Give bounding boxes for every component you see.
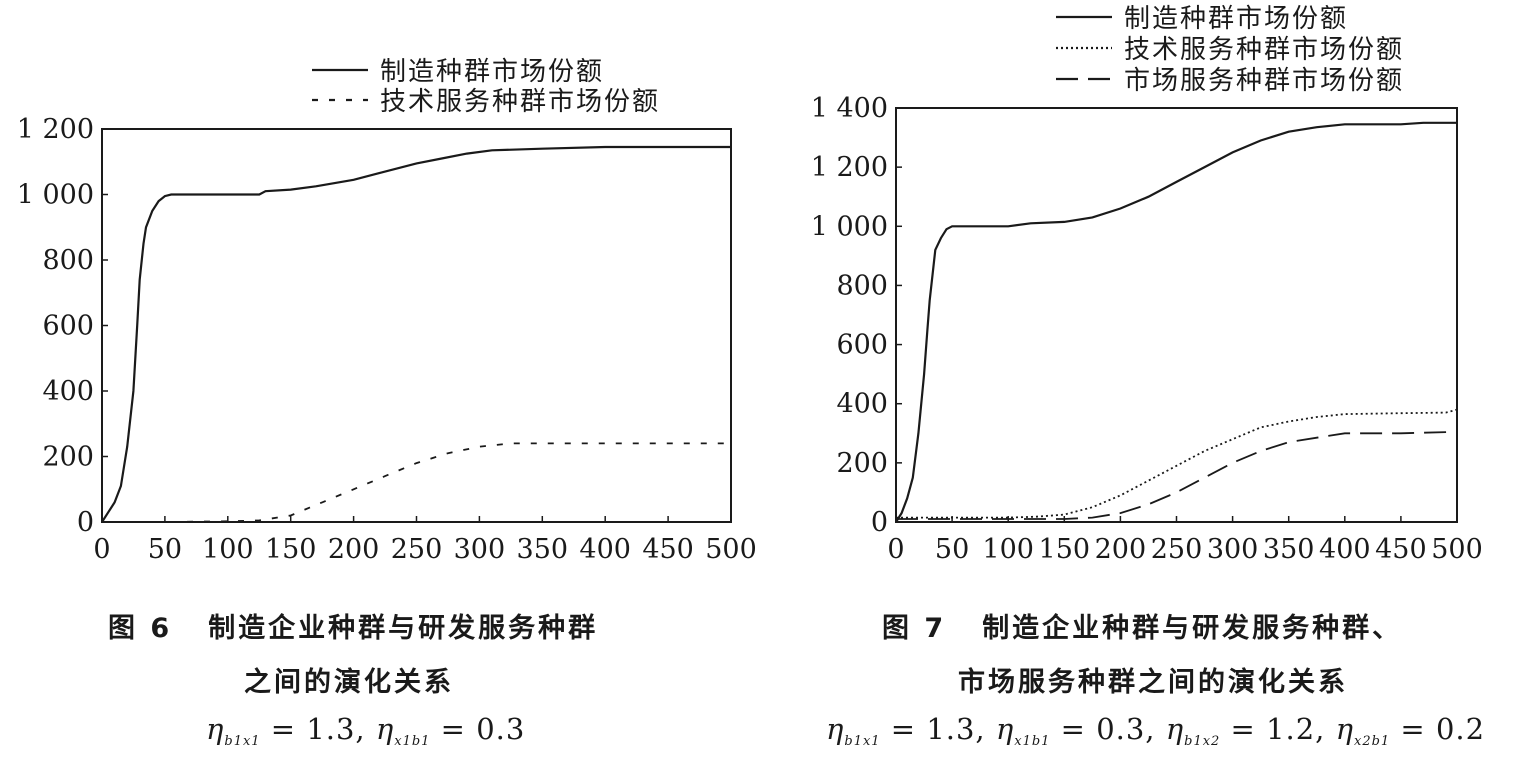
y-tick-label: 400 [836, 389, 888, 420]
figure-7-caption-text: 制造企业种群与研发服务种群、 [982, 613, 1403, 644]
series-line-1 [895, 121, 1457, 523]
y-tick-label: 800 [836, 270, 888, 301]
legend-label-1: 制造种群市场份额 [1124, 4, 1348, 34]
x-tick-label: 50 [935, 534, 969, 565]
figure-7-label: 图 7 [882, 613, 947, 644]
x-tick-label: 50 [148, 534, 182, 565]
series-line-2 [896, 408, 1458, 519]
y-tick-label: 200 [836, 448, 888, 479]
formula-term: ηx1b1 = 0.3 [375, 712, 526, 749]
figure-6-formula: ηb1x1 = 1.3, ηx1b1 = 0.3 [206, 712, 525, 749]
chart-6-svg: 0 200 400 600 800 1 000 1 200 0 50 100 150 200 250 30… [17, 57, 757, 565]
y-tick-label: 200 [42, 442, 94, 473]
y-tick-label: 0 [77, 507, 94, 538]
y-tick-label: 1 200 [811, 152, 888, 183]
y-tick-label: 1 000 [17, 180, 94, 211]
x-tick-label: 250 [391, 534, 443, 565]
x-tick-label: 350 [1263, 534, 1315, 565]
formula-term: ηb1x2 = 1.2, [1165, 712, 1336, 749]
y-tick-label: 400 [42, 376, 94, 407]
x-tick-label: 400 [1319, 534, 1371, 565]
figure-6: 0 200 400 600 800 1 000 1 200 0 50 100 150 200 250 30… [17, 57, 757, 749]
series-line-3 [896, 430, 1458, 520]
figure-7: 0 200 400 600 800 1 000 1 200 1 400 0 50 100 150 200… [760, 0, 1520, 773]
x-tick-label: 200 [1095, 534, 1147, 565]
x-tick-label: 250 [1151, 534, 1203, 565]
y-tick-label: 1 200 [17, 114, 94, 145]
x-tick-label: 350 [517, 534, 569, 565]
x-tick-label: 0 [93, 534, 110, 565]
plot-frame [895, 107, 1458, 523]
legend-label-3: 市场服务种群市场份额 [1124, 66, 1404, 96]
y-tick-label: 600 [42, 311, 94, 342]
figure-6-caption-line1: 图 6 制造企业种群与研发服务种群 [108, 606, 598, 645]
x-tick-label: 500 [1431, 534, 1483, 565]
x-tick-label: 300 [454, 534, 506, 565]
x-tick-label: 100 [202, 534, 254, 565]
figure-7-caption-line2: 市场服务种群之间的演化关系 [958, 667, 1348, 698]
formula-term: ηx1b1 = 0.3, [995, 712, 1166, 749]
legend-label-2: 技术服务种群市场份额 [380, 87, 660, 117]
figure-6-caption-line2: 之间的演化关系 [244, 667, 454, 698]
series-line-2 [102, 442, 731, 523]
x-tick-label: 100 [982, 534, 1034, 565]
y-tick-label: 600 [836, 330, 888, 361]
y-tick-label: 1 400 [811, 93, 888, 124]
figure-7-formula: ηb1x1 = 1.3, ηx1b1 = 0.3, ηb1x2 = 1.2, η… [826, 712, 1485, 749]
x-tick-label: 150 [1039, 534, 1091, 565]
figure-7-caption-line1: 图 7 制造企业种群与研发服务种群、 [882, 606, 1402, 645]
x-tick-label: 400 [579, 534, 631, 565]
formula-term: ηb1x1 = 1.3, [826, 712, 996, 749]
x-tick-label: 0 [887, 534, 904, 565]
legend-label-2: 技术服务种群市场份额 [1124, 35, 1404, 65]
y-tick-label: 0 [871, 507, 888, 538]
x-tick-label: 200 [328, 534, 380, 565]
formula-term: ηb1x1 = 1.3, [206, 712, 376, 749]
figure-6-label: 图 6 [108, 613, 173, 644]
y-tick-label: 800 [42, 245, 94, 276]
x-tick-label: 450 [642, 534, 694, 565]
formula-term: ηx2b1 = 0.2 [1335, 712, 1486, 749]
series-line-1 [101, 145, 731, 523]
x-tick-label: 450 [1375, 534, 1427, 565]
x-tick-label: 300 [1207, 534, 1259, 565]
legend-label-1: 制造种群市场份额 [380, 57, 604, 87]
figure-6-caption-text: 制造企业种群与研发服务种群 [208, 613, 599, 644]
x-tick-label: 500 [705, 534, 757, 565]
y-tick-label: 1 000 [811, 211, 888, 242]
x-tick-label: 150 [265, 534, 317, 565]
